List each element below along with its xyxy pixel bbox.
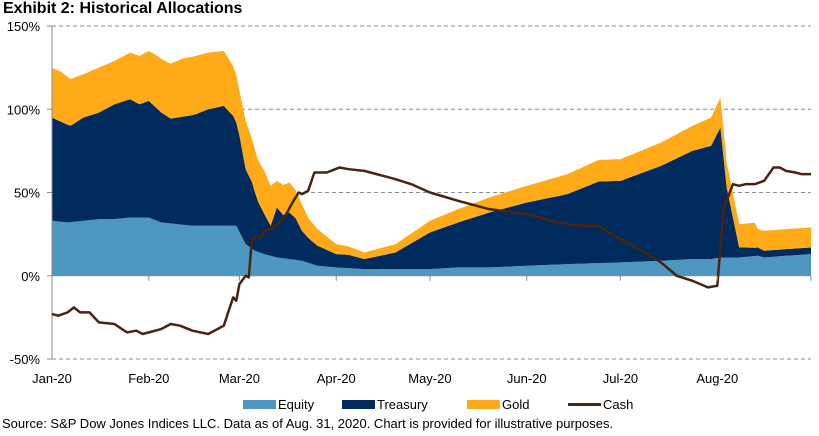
y-axis-ticks: 150% 100% 50% 0% -50% [7,19,52,367]
legend-item-treasury: Treasury [342,397,428,412]
area-gold [52,50,811,260]
legend-swatch-treasury [342,400,375,409]
x-tick-label: Apr-20 [317,371,356,386]
cash-line-group [51,166,811,336]
legend-item-equity: Equity [243,397,315,412]
legend-label: Equity [278,397,315,412]
x-tick-label: Jan-20 [32,371,72,386]
area-treasury [52,99,811,270]
legend-swatch-equity [243,400,276,409]
x-axis-ticks: Jan-20 Feb-20 Mar-20 Apr-20 May-20 Jun-20 Jul-… [32,275,812,386]
y-tick-label: -50% [10,352,41,367]
y-tick-label: 150% [7,19,41,34]
x-tick-label: Mar-20 [219,371,260,386]
x-tick-label: May-20 [408,371,451,386]
y-tick-label: 50% [14,186,40,201]
y-tick-label: 0% [21,269,40,284]
legend-item-cash: Cash [568,397,633,412]
source-note: Source: S&P Dow Jones Indices LLC. Data … [2,416,614,431]
area-equity [52,217,811,276]
legend-label: Treasury [377,397,428,412]
x-tick-label: Jul-20 [603,371,638,386]
x-tick-label: Feb-20 [128,371,169,386]
y-tick-label: 100% [7,102,41,117]
x-tick-label: Aug-20 [696,371,738,386]
legend-label: Cash [603,397,633,412]
line-cash [51,166,811,336]
chart-title: Exhibit 2: Historical Allocations [3,0,243,17]
x-tick-label: Jun-20 [507,371,547,386]
legend-item-gold: Gold [467,397,529,412]
stacked-areas [52,50,811,276]
legend-swatch-gold [467,400,500,409]
legend-label: Gold [502,397,529,412]
legend: Equity Treasury Gold Cash [243,397,633,412]
